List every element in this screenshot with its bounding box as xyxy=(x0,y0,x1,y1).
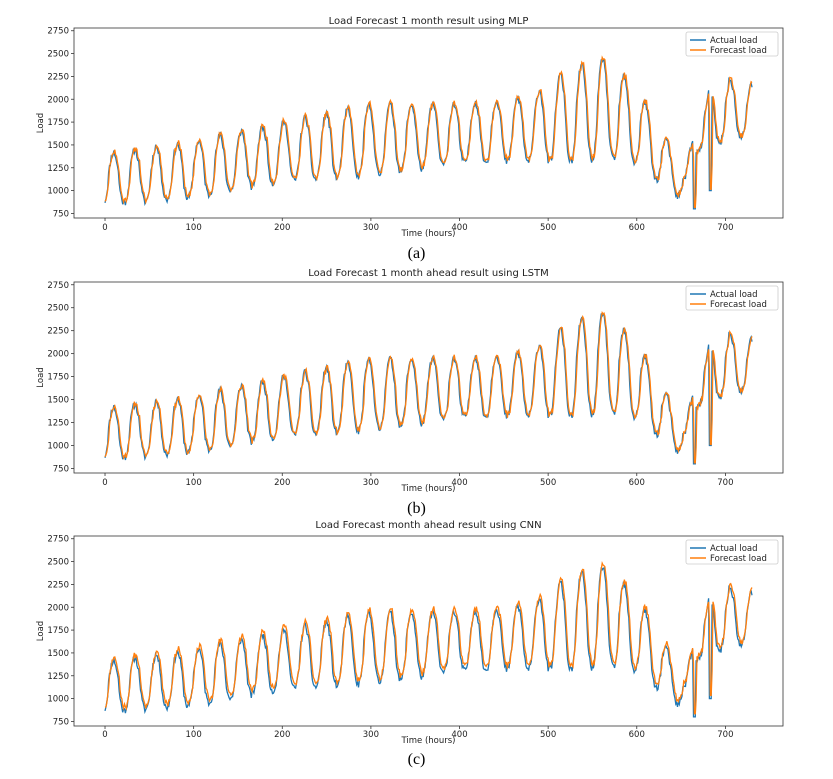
y-tick-label: 1250 xyxy=(47,418,69,428)
y-tick-label: 2750 xyxy=(47,281,69,291)
x-tick-label: 300 xyxy=(363,223,379,233)
y-tick-label: 2000 xyxy=(47,350,69,360)
chart-a: Load Forecast 1 month result using MLP 75… xyxy=(36,16,784,239)
legend-label: Forecast load xyxy=(710,554,767,564)
caption-c: (c) xyxy=(407,751,426,768)
chart-c: Load Forecast month ahead result using C… xyxy=(36,520,784,746)
y-tick-label: 750 xyxy=(53,717,69,727)
caption-a: (a) xyxy=(407,245,426,262)
x-tick-label: 600 xyxy=(629,223,645,233)
x-tick-label: 100 xyxy=(186,223,202,233)
x-tick-label: 200 xyxy=(274,478,290,488)
legend-label: Actual load xyxy=(710,290,758,300)
y-tick-label: 1750 xyxy=(47,118,69,128)
y-tick-label: 1500 xyxy=(47,396,69,406)
chart-panel-b: Load Forecast 1 month ahead result using… xyxy=(0,262,833,502)
y-tick-label: 1750 xyxy=(47,373,69,383)
y-tick-label: 1500 xyxy=(47,141,69,151)
y-axis-label: Load xyxy=(36,113,46,133)
y-tick-label: 2500 xyxy=(47,558,69,568)
x-tick-label: 200 xyxy=(274,223,290,233)
y-tick-label: 1250 xyxy=(47,164,69,174)
y-tick-label: 2000 xyxy=(47,95,69,105)
y-tick-label: 2500 xyxy=(47,304,69,314)
x-tick-label: 400 xyxy=(451,730,467,740)
chart-panel-c: Load Forecast month ahead result using C… xyxy=(0,517,833,752)
y-tick-label: 1500 xyxy=(47,649,69,659)
x-tick-label: 300 xyxy=(363,730,379,740)
x-tick-label: 600 xyxy=(629,730,645,740)
x-tick-label: 400 xyxy=(451,223,467,233)
x-axis-label: Time (hours) xyxy=(400,229,455,239)
legend-box xyxy=(685,285,779,311)
x-tick-label: 500 xyxy=(540,223,556,233)
chart-title: Load Forecast month ahead result using C… xyxy=(315,520,541,531)
y-tick-label: 1000 xyxy=(47,441,69,451)
x-tick-label: 400 xyxy=(451,478,467,488)
y-tick-label: 2500 xyxy=(47,50,69,60)
actual-load-line xyxy=(104,567,753,718)
x-tick-label: 200 xyxy=(274,730,290,740)
y-tick-label: 1000 xyxy=(47,695,69,705)
x-tick-label: 500 xyxy=(540,478,556,488)
caption-b: (b) xyxy=(407,500,426,517)
x-tick-label: 100 xyxy=(186,478,202,488)
chart-b: Load Forecast 1 month ahead result using… xyxy=(36,268,784,494)
chart-title: Load Forecast 1 month result using MLP xyxy=(329,16,529,27)
forecast-load-line xyxy=(104,311,753,464)
x-tick-label: 0 xyxy=(102,223,107,233)
y-axis-label: Load xyxy=(36,621,46,641)
x-tick-label: 700 xyxy=(717,730,733,740)
x-tick-label: 700 xyxy=(717,478,733,488)
y-tick-label: 2250 xyxy=(47,580,69,590)
x-tick-label: 300 xyxy=(363,478,379,488)
y-tick-label: 2750 xyxy=(47,535,69,545)
y-tick-label: 1250 xyxy=(47,672,69,682)
legend-box xyxy=(685,539,779,565)
y-tick-label: 1750 xyxy=(47,626,69,636)
y-tick-label: 2750 xyxy=(47,27,69,37)
y-tick-label: 750 xyxy=(53,209,69,219)
legend-label: Actual load xyxy=(710,36,758,46)
x-tick-label: 500 xyxy=(540,730,556,740)
forecast-load-line xyxy=(104,561,753,715)
plot-frame xyxy=(73,281,784,474)
legend-label: Forecast load xyxy=(710,46,767,56)
x-tick-label: 0 xyxy=(102,478,107,488)
chart-title: Load Forecast 1 month ahead result using… xyxy=(308,268,548,279)
x-tick-label: 700 xyxy=(717,223,733,233)
x-tick-label: 0 xyxy=(102,730,107,740)
y-tick-label: 2250 xyxy=(47,72,69,82)
plot-frame xyxy=(73,27,784,219)
y-tick-label: 1000 xyxy=(47,187,69,197)
x-tick-label: 600 xyxy=(629,478,645,488)
y-tick-label: 2000 xyxy=(47,603,69,613)
y-tick-label: 750 xyxy=(53,464,69,474)
x-axis-label: Time (hours) xyxy=(400,484,455,494)
forecast-load-line xyxy=(104,55,753,209)
legend-box xyxy=(685,31,779,57)
x-tick-label: 100 xyxy=(186,730,202,740)
legend-label: Forecast load xyxy=(710,300,767,310)
y-axis-label: Load xyxy=(36,367,46,387)
y-tick-label: 2250 xyxy=(47,327,69,337)
x-axis-label: Time (hours) xyxy=(400,736,455,746)
chart-panel-a: Load Forecast 1 month result using MLP 75… xyxy=(0,0,833,248)
plot-frame xyxy=(73,535,784,727)
legend-label: Actual load xyxy=(710,544,758,554)
